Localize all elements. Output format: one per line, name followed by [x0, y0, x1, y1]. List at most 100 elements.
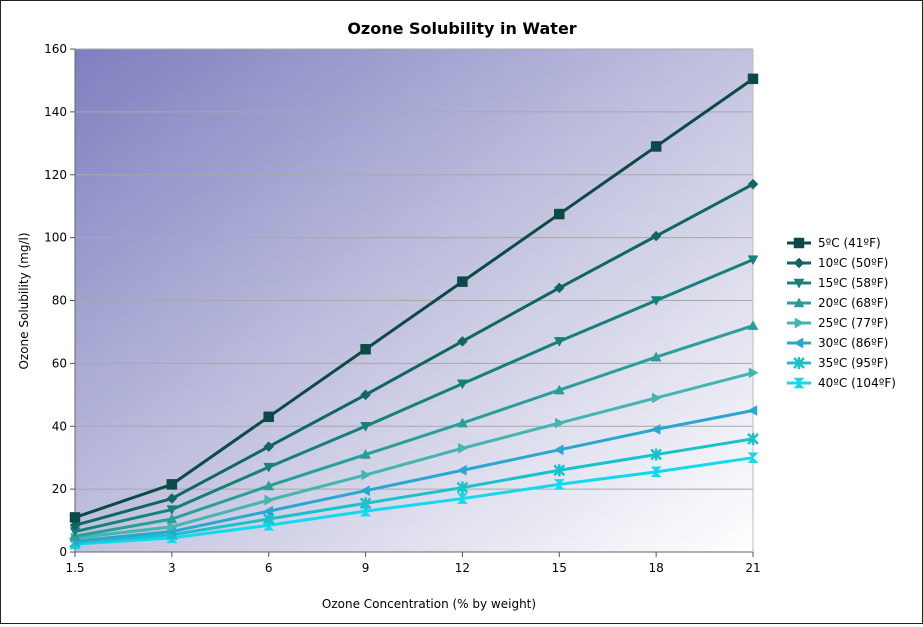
chart-title: Ozone Solubility in Water: [347, 19, 576, 38]
y-tick-label: 120: [44, 168, 67, 182]
data-point: [650, 296, 662, 307]
data-point: [650, 141, 662, 152]
data-point: [360, 422, 371, 432]
y-tick-label: 100: [44, 231, 67, 245]
series-5: [70, 367, 759, 544]
x-tick-label: 12: [455, 561, 470, 575]
data-point: [263, 462, 275, 473]
series-line: [74, 324, 754, 538]
legend-item: 20ºC (68ºF): [787, 296, 888, 310]
series-4: [69, 320, 759, 541]
data-point: [747, 255, 759, 266]
legend-label: 10ºC (50ºF): [818, 256, 888, 270]
data-point: [650, 230, 662, 242]
data-point: [69, 519, 81, 531]
data-point: [650, 448, 663, 461]
data-point: [553, 337, 565, 347]
legend-marker: [793, 257, 805, 269]
y-tick-label: 40: [52, 419, 67, 433]
legend-item: 25ºC (77ºF): [787, 316, 888, 330]
legend-marker: [793, 337, 804, 349]
series-7: [69, 432, 759, 549]
legend-marker: [793, 297, 805, 308]
y-axis-label: Ozone Solubility (mg/l): [17, 232, 31, 369]
series-2: [69, 178, 759, 531]
data-point: [553, 479, 565, 490]
data-point: [747, 405, 758, 416]
data-point: [167, 521, 178, 533]
legend-label: 5ºC (41ºF): [818, 236, 881, 250]
legend-marker: [793, 278, 805, 289]
data-point: [650, 466, 662, 478]
data-point: [553, 464, 566, 477]
data-point: [553, 282, 565, 294]
series-line: [74, 409, 754, 543]
data-point: [747, 178, 759, 190]
series-line: [74, 437, 754, 545]
legend-marker: [794, 317, 805, 329]
y-tick-label: 140: [44, 105, 67, 119]
legend-label: 15ºC (58ºF): [818, 276, 888, 290]
data-point: [748, 367, 759, 379]
data-point: [555, 417, 565, 429]
legend-marker: [793, 237, 805, 249]
series-line: [74, 182, 754, 527]
data-point: [360, 389, 371, 401]
legend-item: 15ºC (58ºF): [787, 276, 888, 290]
data-point: [166, 479, 178, 490]
series-6: [69, 405, 758, 547]
x-tick-label: 1.5: [65, 561, 84, 575]
x-axis-label: Ozone Concentration (% by weight): [322, 597, 536, 611]
data-point: [456, 464, 467, 476]
x-tick-label: 6: [265, 561, 273, 575]
series-line: [74, 371, 754, 540]
data-point: [457, 379, 468, 390]
data-point: [360, 485, 370, 497]
data-point: [554, 208, 565, 220]
legend-label: 35ºC (95ºF): [818, 356, 888, 370]
data-point: [166, 513, 178, 524]
data-point: [456, 481, 469, 494]
data-point: [747, 452, 759, 463]
data-point: [360, 343, 371, 355]
data-point: [457, 417, 468, 428]
legend-item: 35ºC (95ºF): [787, 356, 888, 370]
data-point: [650, 351, 662, 362]
data-point: [553, 384, 565, 395]
data-point: [263, 441, 275, 453]
y-tick-label: 80: [52, 294, 67, 308]
legend-marker: [793, 357, 805, 369]
data-point: [69, 512, 81, 523]
data-point: [747, 73, 759, 85]
data-point: [553, 444, 564, 456]
legend-item: 40ºC (104ºF): [787, 376, 896, 390]
data-point: [651, 392, 662, 404]
x-tick-label: 18: [649, 561, 664, 575]
y-tick-label: 60: [52, 356, 67, 370]
data-point: [747, 320, 759, 330]
legend-label: 20ºC (68ºF): [818, 296, 888, 310]
data-point: [263, 480, 275, 491]
data-point: [361, 469, 372, 481]
series-line: [74, 77, 754, 519]
data-point: [458, 442, 468, 454]
data-point: [457, 336, 468, 347]
legend-label: 25ºC (77ºF): [818, 316, 888, 330]
y-tick-label: 20: [52, 482, 67, 496]
legend-item: 5ºC (41ºF): [787, 236, 881, 250]
data-point: [166, 505, 178, 516]
y-tick-label: 0: [59, 545, 67, 559]
data-point: [263, 411, 274, 423]
series-line: [74, 258, 754, 534]
x-tick-label: 21: [745, 561, 760, 575]
series-3: [69, 255, 759, 538]
data-point: [747, 432, 759, 445]
data-point: [456, 493, 469, 504]
data-point: [650, 423, 661, 435]
legend-label: 40ºC (104ºF): [818, 376, 896, 390]
data-point: [457, 276, 468, 287]
legend: 5ºC (41ºF) 10ºC (50ºF) 15ºC (58ºF) 20ºC (68…: [787, 236, 896, 390]
legend-item: 30ºC (86ºF): [787, 336, 888, 350]
